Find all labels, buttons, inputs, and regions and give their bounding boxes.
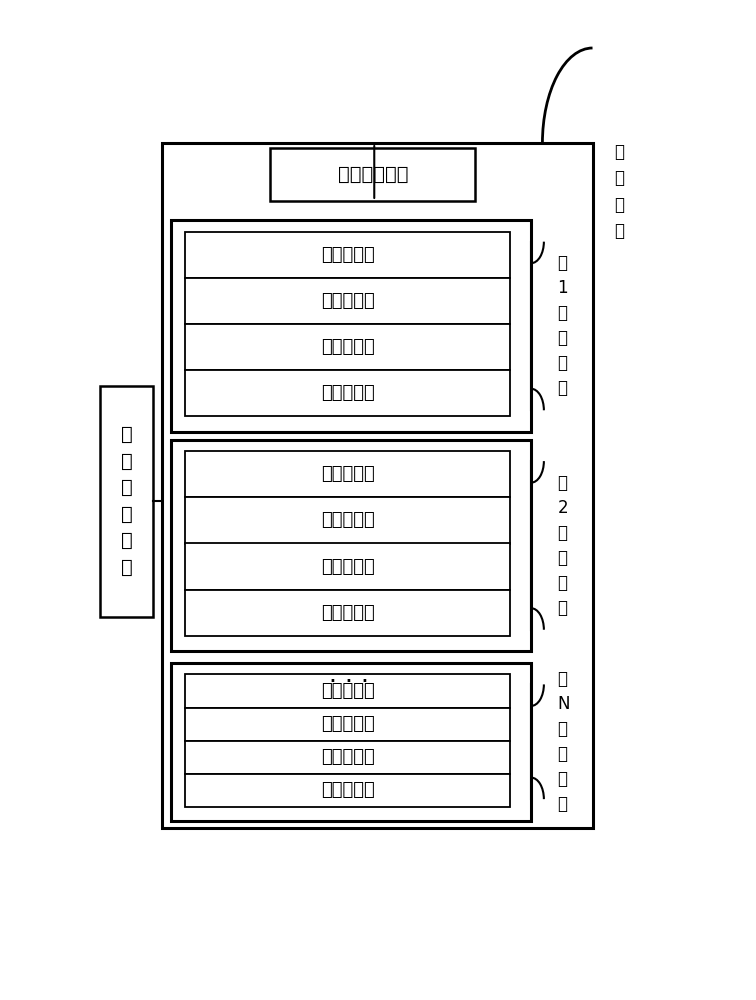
Bar — [171, 663, 531, 821]
Bar — [101, 386, 153, 617]
Bar — [185, 324, 510, 370]
Text: 第
1
组
合
像
素: 第 1 组 合 像 素 — [557, 254, 568, 397]
Text: 数据传输单元: 数据传输单元 — [337, 165, 408, 184]
Bar — [185, 497, 510, 543]
Bar — [270, 148, 476, 201]
Text: 第四行像素: 第四行像素 — [321, 781, 375, 799]
Bar — [185, 232, 510, 278]
Text: 扫
描
驱
动
单
元: 扫 描 驱 动 单 元 — [121, 425, 132, 577]
Text: 第三行像素: 第三行像素 — [321, 558, 375, 576]
Text: 第一行像素: 第一行像素 — [321, 682, 375, 700]
Bar — [171, 440, 531, 651]
Bar — [185, 278, 510, 324]
Text: 第
N
组
合
像
素: 第 N 组 合 像 素 — [557, 670, 570, 813]
Text: 第二行像素: 第二行像素 — [321, 511, 375, 529]
Bar — [171, 220, 531, 432]
Text: 第二行像素: 第二行像素 — [321, 292, 375, 310]
Bar — [185, 708, 510, 741]
Bar — [185, 451, 510, 497]
Text: 第三行像素: 第三行像素 — [321, 748, 375, 766]
Text: 第一行像素: 第一行像素 — [321, 465, 375, 483]
Text: 第二行像素: 第二行像素 — [321, 715, 375, 733]
Text: 第四行像素: 第四行像素 — [321, 384, 375, 402]
Text: 像
素
阵
列: 像 素 阵 列 — [614, 143, 624, 240]
Bar — [185, 590, 510, 636]
Bar — [162, 143, 593, 828]
Text: 第四行像素: 第四行像素 — [321, 604, 375, 622]
Text: 第三行像素: 第三行像素 — [321, 338, 375, 356]
Bar — [185, 774, 510, 807]
Text: · · ·: · · · — [330, 670, 370, 694]
Bar — [185, 543, 510, 590]
Bar — [185, 370, 510, 416]
Bar — [185, 741, 510, 774]
Text: 第
2
组
合
像
素: 第 2 组 合 像 素 — [557, 474, 568, 617]
Bar — [185, 674, 510, 708]
Text: 第一行像素: 第一行像素 — [321, 246, 375, 264]
